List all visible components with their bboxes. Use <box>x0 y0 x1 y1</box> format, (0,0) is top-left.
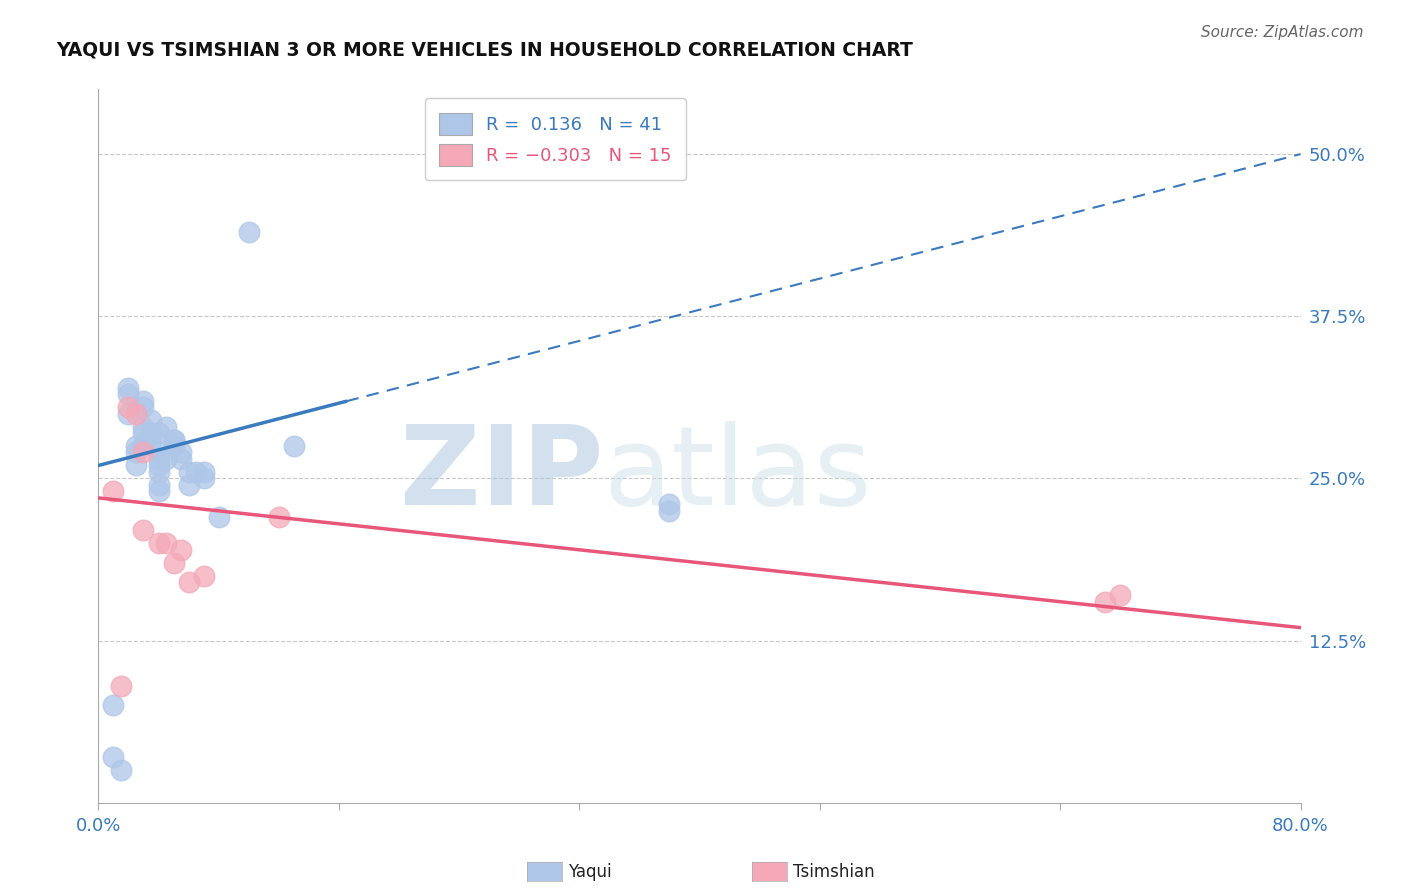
Point <box>162 433 184 447</box>
Point <box>184 465 207 479</box>
Point <box>177 478 200 492</box>
Point <box>125 458 148 473</box>
Point <box>132 400 155 414</box>
Point <box>110 764 132 778</box>
Point <box>117 407 139 421</box>
Point <box>103 750 125 764</box>
Point <box>148 452 170 467</box>
Legend: R =  0.136   N = 41, R = −0.303   N = 15: R = 0.136 N = 41, R = −0.303 N = 15 <box>425 98 686 180</box>
Point <box>170 445 193 459</box>
Point <box>208 510 231 524</box>
Point <box>125 439 148 453</box>
Point <box>193 465 215 479</box>
Point <box>148 536 170 550</box>
Point <box>139 425 162 440</box>
Point <box>162 556 184 570</box>
Point <box>155 419 177 434</box>
Text: Tsimshian: Tsimshian <box>793 863 875 881</box>
Point <box>148 484 170 499</box>
Text: Source: ZipAtlas.com: Source: ZipAtlas.com <box>1201 25 1364 40</box>
Point <box>193 568 215 582</box>
Point <box>283 439 305 453</box>
Point <box>177 465 200 479</box>
Point <box>132 393 155 408</box>
Point <box>132 524 155 538</box>
Point <box>162 439 184 453</box>
Point <box>658 504 681 518</box>
Point <box>170 542 193 557</box>
Point <box>148 465 170 479</box>
Point <box>132 445 155 459</box>
Point <box>139 433 162 447</box>
Point <box>110 679 132 693</box>
Point <box>148 425 170 440</box>
Point <box>139 413 162 427</box>
Point <box>103 484 125 499</box>
Point <box>267 510 290 524</box>
Point <box>1094 595 1116 609</box>
Point <box>1109 588 1132 602</box>
Point <box>148 458 170 473</box>
Point <box>125 445 148 459</box>
Point <box>117 381 139 395</box>
Point <box>155 536 177 550</box>
Text: YAQUI VS TSIMSHIAN 3 OR MORE VEHICLES IN HOUSEHOLD CORRELATION CHART: YAQUI VS TSIMSHIAN 3 OR MORE VEHICLES IN… <box>56 40 912 59</box>
Point <box>658 497 681 511</box>
Text: Yaqui: Yaqui <box>568 863 612 881</box>
Point <box>193 471 215 485</box>
Text: atlas: atlas <box>603 421 872 528</box>
Point <box>177 575 200 590</box>
Point <box>148 445 170 459</box>
Point <box>125 407 148 421</box>
Point <box>238 225 260 239</box>
Point <box>170 452 193 467</box>
Point <box>103 698 125 713</box>
Point <box>132 425 155 440</box>
Point <box>132 419 155 434</box>
Point <box>132 439 155 453</box>
Point <box>148 478 170 492</box>
Point <box>117 400 139 414</box>
Point <box>155 452 177 467</box>
Point <box>162 433 184 447</box>
Text: ZIP: ZIP <box>399 421 603 528</box>
Point <box>117 387 139 401</box>
